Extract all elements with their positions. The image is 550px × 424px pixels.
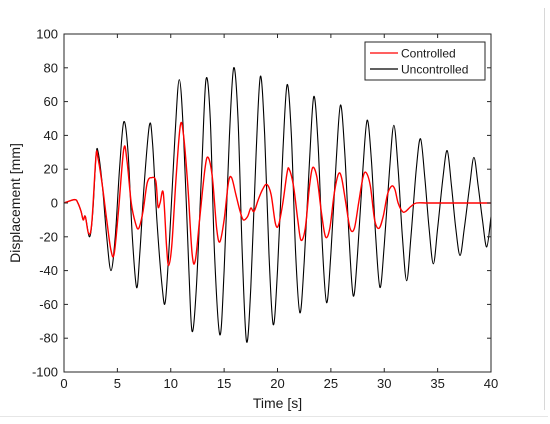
- series-line-uncontrolled: [63, 67, 492, 343]
- legend: Controlled Uncontrolled: [364, 41, 486, 81]
- y-tick-label: 20: [44, 162, 58, 177]
- y-tick-label: 60: [44, 94, 58, 109]
- y-tick-label: -100: [32, 365, 58, 380]
- y-tick-label: 0: [51, 196, 58, 211]
- legend-label-controlled: Controlled: [401, 47, 456, 61]
- y-axis-label: Displacement [mm]: [7, 143, 23, 263]
- series-line-controlled: [63, 121, 491, 267]
- y-tick-label: -20: [39, 229, 58, 244]
- y-tick-label: 100: [36, 27, 58, 42]
- x-tick-label: 20: [270, 376, 284, 391]
- y-tick-label: -80: [39, 331, 58, 346]
- y-tick-label: 40: [44, 128, 58, 143]
- x-tick-label: 40: [484, 376, 498, 391]
- x-tick-label: 35: [430, 376, 444, 391]
- x-tick-label: 15: [217, 376, 231, 391]
- legend-label-uncontrolled: Uncontrolled: [401, 63, 468, 77]
- x-tick-label: 30: [377, 376, 391, 391]
- panel-bottom-edge: [0, 416, 548, 417]
- x-tick-label: 5: [114, 376, 121, 391]
- y-tick-label: 80: [44, 60, 58, 75]
- legend-box: [364, 41, 486, 81]
- y-tick-label: -60: [39, 297, 58, 312]
- x-tick-label: 25: [324, 376, 338, 391]
- x-axis-label: Time [s]: [253, 395, 302, 411]
- x-tick-label: 0: [60, 376, 67, 391]
- ticks-layer: 0 5 10 15 20 25 30 35 40 -100 -80 -60 -40 -20 0 20 40 60 8…: [32, 27, 498, 392]
- y-tick-label: -40: [39, 263, 58, 278]
- x-tick-label: 10: [164, 376, 178, 391]
- panel-divider: [544, 8, 545, 410]
- series-layer: [63, 67, 492, 343]
